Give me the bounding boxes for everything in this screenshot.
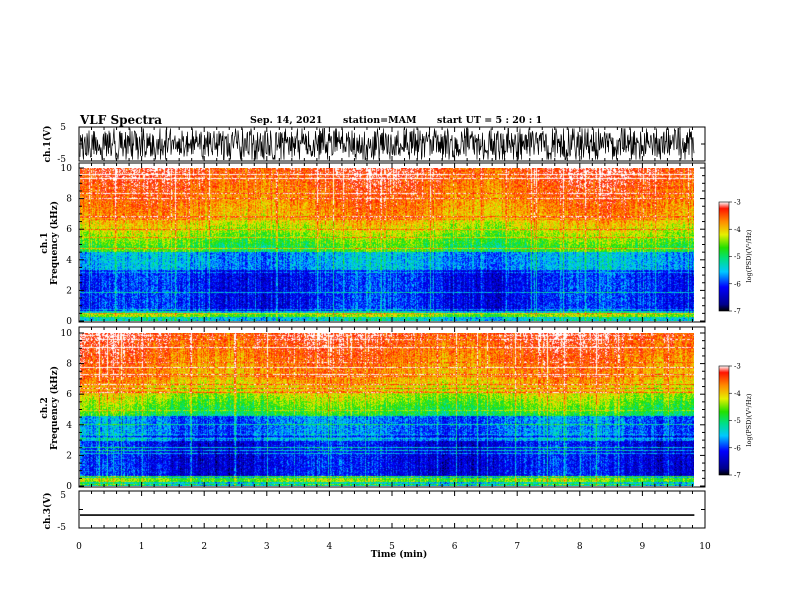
time-tick-label: 10 bbox=[699, 542, 711, 552]
start-time-label: start UT = 5 : 20 : 1 bbox=[437, 115, 542, 126]
colorbar-tick-label: -3 bbox=[734, 363, 741, 371]
ch1-spectrogram-image bbox=[80, 168, 694, 321]
ch2-spectrogram-image bbox=[80, 333, 694, 486]
time-tick-label: 4 bbox=[327, 542, 333, 552]
time-tick-label: 3 bbox=[264, 542, 270, 552]
ch1-colorbar-label: log(PSD)(V²/Hz) bbox=[745, 229, 753, 282]
ch3-waveform-frame bbox=[78, 490, 706, 529]
time-axis-label: Time (min) bbox=[371, 549, 428, 560]
ch3-ytick-top: 5 bbox=[60, 491, 66, 501]
colorbar-tick-label: -5 bbox=[734, 253, 741, 261]
ch2-colorbar-gradient bbox=[718, 365, 730, 476]
ch1-spectrogram-panel: 0 2 4 6 8 10 ch.1 Frequency (kHz) bbox=[40, 162, 706, 327]
ch1-frequency-tick-labels: 0 2 4 6 8 10 bbox=[61, 164, 73, 327]
frequency-tick-label: 0 bbox=[66, 317, 72, 327]
ch1-waveform-line bbox=[79, 128, 695, 160]
figure-title: VLF Spectra bbox=[79, 113, 162, 127]
ch1-spectrogram-ylabel-channel: ch.1 bbox=[40, 232, 50, 253]
ch2-spectrogram-panel: 0 2 4 6 8 10 ch.2 Frequency (kHz) bbox=[40, 326, 706, 492]
frequency-tick-label: 10 bbox=[61, 164, 73, 174]
time-tick-label: 9 bbox=[640, 542, 646, 552]
time-tick-label: 0 bbox=[76, 542, 82, 552]
frequency-tick-label: 2 bbox=[66, 286, 72, 296]
frequency-tick-label: 4 bbox=[66, 256, 72, 266]
frequency-tick-label: 2 bbox=[66, 451, 72, 461]
ch2-spectrogram-ylabel-channel: ch.2 bbox=[40, 397, 50, 418]
frequency-tick-label: 6 bbox=[66, 390, 72, 400]
ch1-waveform-ylabel: ch.1(V) bbox=[42, 126, 53, 163]
date-label: Sep. 14, 2021 bbox=[250, 115, 322, 126]
time-tick-label: 5 bbox=[389, 542, 395, 552]
frequency-tick-label: 4 bbox=[66, 421, 72, 431]
time-tick-label: 2 bbox=[201, 542, 207, 552]
ch1-waveform-trace bbox=[79, 128, 695, 160]
ch1-spectrogram-ticks bbox=[78, 163, 706, 322]
colorbar-tick-label: -7 bbox=[734, 308, 741, 316]
ch2-colorbar-ticks: -3 -4 -5 -6 -7 bbox=[729, 363, 741, 480]
ch3-ytick-bottom: -5 bbox=[57, 523, 66, 533]
colorbar-tick-label: -3 bbox=[734, 199, 741, 207]
ch2-spectrogram-ticks bbox=[78, 327, 706, 487]
ch3-waveform-panel: 5 -5 ch.3(V) bbox=[42, 490, 706, 533]
colorbar-tick-label: -5 bbox=[734, 417, 741, 425]
ch3-waveform-ticks bbox=[78, 490, 706, 529]
frequency-tick-label: 10 bbox=[61, 329, 73, 339]
ch1-ytick-top: 5 bbox=[60, 123, 66, 133]
ch3-waveform-ylabel: ch.3(V) bbox=[42, 493, 53, 530]
ch1-colorbar: -3 -4 -5 -6 -7 log(PSD)(V²/Hz) bbox=[718, 199, 753, 316]
colorbar-tick-label: -4 bbox=[734, 390, 741, 398]
frequency-tick-label: 0 bbox=[66, 482, 72, 492]
ch1-ytick-bottom: -5 bbox=[57, 155, 66, 165]
frequency-tick-label: 8 bbox=[66, 360, 72, 370]
time-tick-label: 6 bbox=[452, 542, 458, 552]
ch1-colorbar-gradient bbox=[718, 201, 730, 312]
ch1-waveform-ticks bbox=[78, 126, 706, 162]
ch1-waveform-panel: 5 -5 ch.1(V) bbox=[42, 123, 706, 165]
time-tick-label: 1 bbox=[139, 542, 145, 552]
ch1-spectrogram-ylabel-frequency: Frequency (kHz) bbox=[49, 201, 60, 285]
colorbar-tick-label: -4 bbox=[734, 226, 741, 234]
frequency-tick-label: 8 bbox=[66, 195, 72, 205]
frequency-tick-label: 6 bbox=[66, 225, 72, 235]
station-label: station=MAM bbox=[343, 115, 417, 126]
ch1-colorbar-ticks: -3 -4 -5 -6 -7 bbox=[729, 199, 741, 316]
ch2-frequency-tick-labels: 0 2 4 6 8 10 bbox=[61, 329, 73, 492]
time-tick-labels: 0 1 2 3 4 5 6 7 8 9 10 bbox=[76, 542, 711, 552]
ch2-colorbar: -3 -4 -5 -6 -7 log(PSD)(V²/Hz) bbox=[718, 363, 753, 480]
colorbar-tick-label: -6 bbox=[734, 280, 741, 288]
time-tick-label: 7 bbox=[514, 542, 520, 552]
colorbar-tick-label: -6 bbox=[734, 444, 741, 452]
colorbar-tick-label: -7 bbox=[734, 472, 741, 480]
time-tick-label: 8 bbox=[577, 542, 583, 552]
ch2-colorbar-label: log(PSD)(V²/Hz) bbox=[745, 393, 753, 446]
ch2-spectrogram-ylabel-frequency: Frequency (kHz) bbox=[49, 366, 60, 450]
